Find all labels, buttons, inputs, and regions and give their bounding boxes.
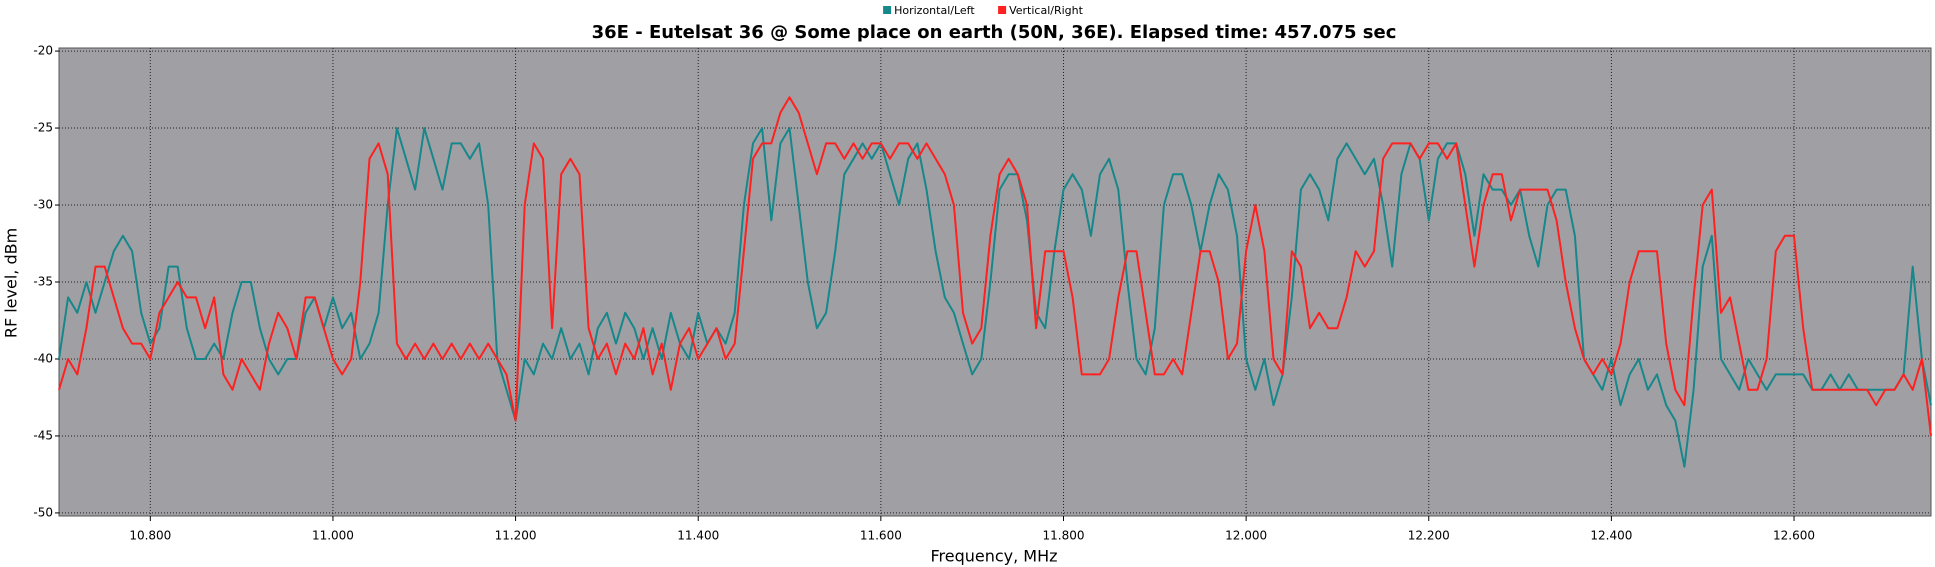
legend-swatch xyxy=(883,6,892,14)
chart-title: 36E - Eutelsat 36 @ Some place on earth … xyxy=(592,22,1397,43)
x-tick-label: 11.200 xyxy=(495,529,537,543)
x-tick-label: 11.400 xyxy=(677,529,719,543)
legend-label: Vertical/Right xyxy=(1009,4,1084,17)
x-axis-label: Frequency, MHz xyxy=(930,547,1057,566)
y-tick-label: -30 xyxy=(33,198,53,212)
legend: Horizontal/Left Vertical/Right xyxy=(883,4,1084,17)
y-tick-label: -50 xyxy=(33,505,53,519)
series-line xyxy=(58,96,1932,437)
legend-swatch xyxy=(998,6,1007,14)
x-tick-label: 11.000 xyxy=(312,529,354,543)
y-tick-label: -40 xyxy=(33,351,53,365)
x-tick-label: 12.200 xyxy=(1408,529,1450,543)
series-line xyxy=(58,127,1932,468)
x-tick-label: 11.800 xyxy=(1042,529,1084,543)
x-tick-label: 12.000 xyxy=(1225,529,1267,543)
x-tick-label: 11.600 xyxy=(860,529,902,543)
y-tick-label: -45 xyxy=(33,428,53,442)
legend-label: Horizontal/Left xyxy=(894,4,975,17)
x-tick-label: 10.800 xyxy=(129,529,171,543)
y-tick-label: -35 xyxy=(33,275,53,289)
x-tick-label: 12.600 xyxy=(1773,529,1815,543)
x-tick-label: 12.400 xyxy=(1590,529,1632,543)
y-axis-label: RF level, dBm xyxy=(2,228,21,338)
y-tick-label: -20 xyxy=(33,44,53,58)
y-tick-label: -25 xyxy=(33,121,53,135)
